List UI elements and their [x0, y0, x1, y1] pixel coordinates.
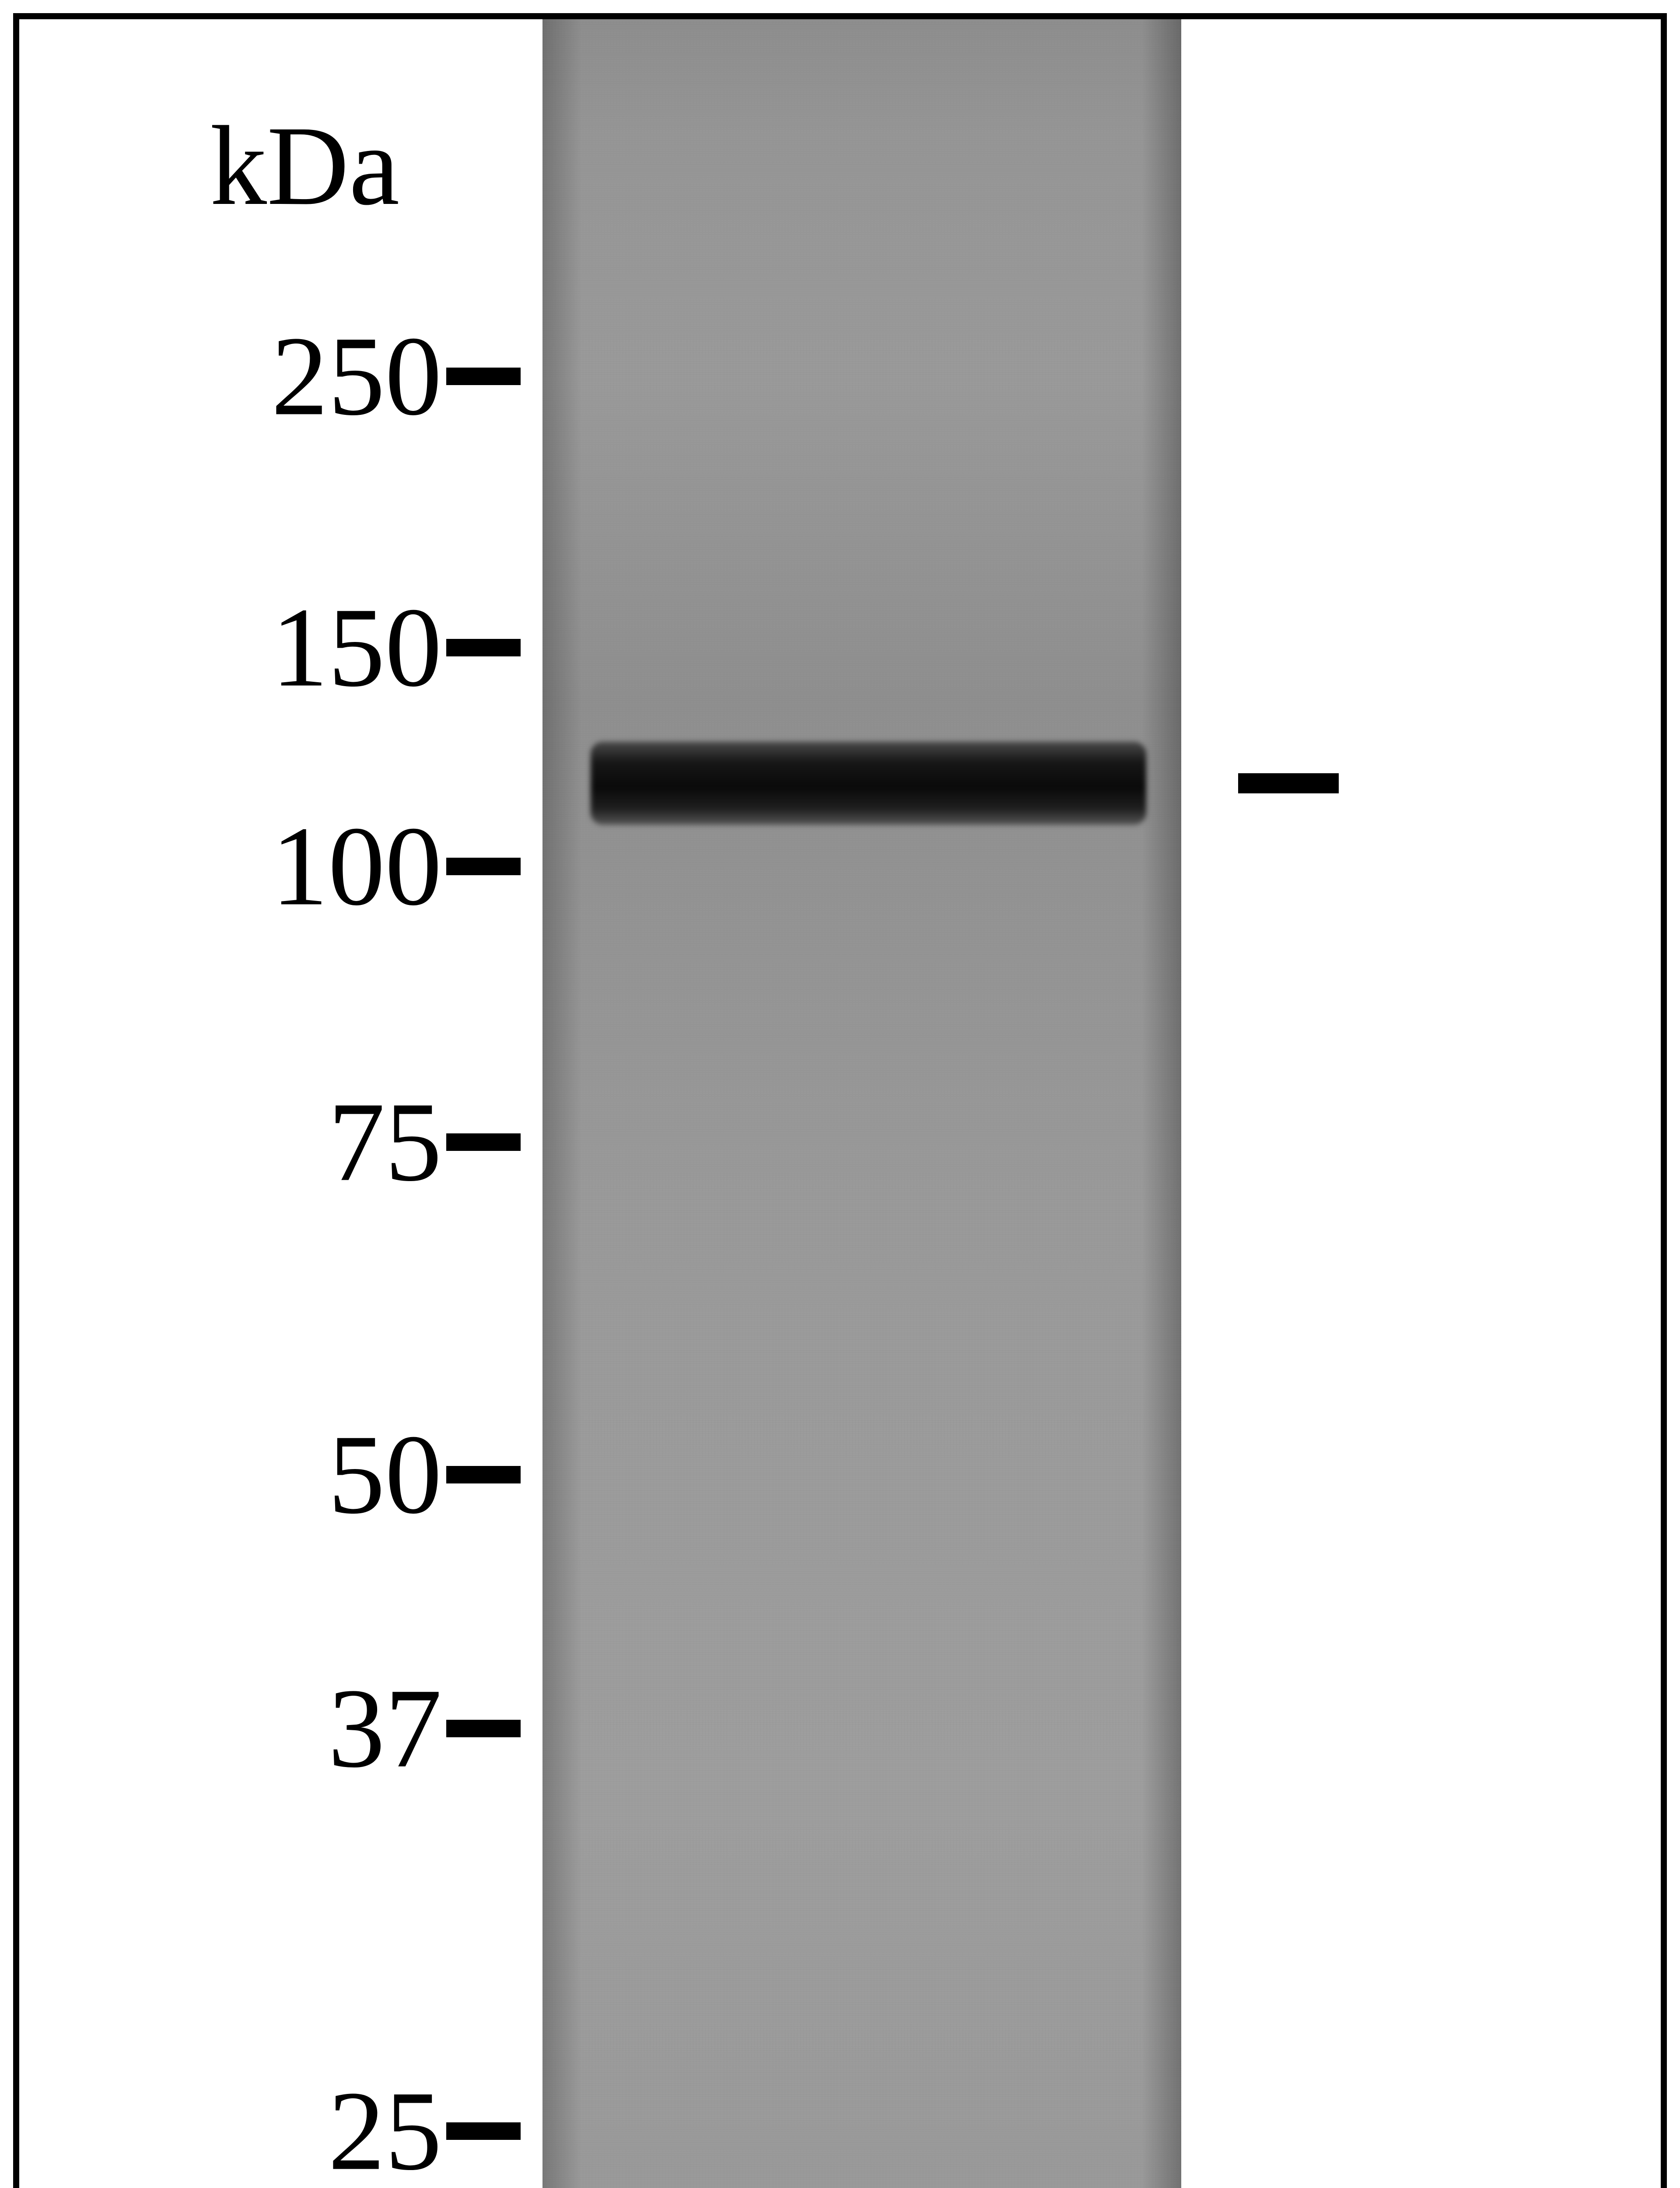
- ladder-tick: [446, 368, 521, 385]
- blot-lane: [542, 19, 1181, 2188]
- ladder-row: 250: [0, 376, 525, 377]
- ladder-label: 75: [328, 1077, 442, 1208]
- western-blot-figure: kDa 250150100755037252015: [0, 0, 1680, 2188]
- ladder-label: 50: [328, 1410, 442, 1540]
- ladder-tick: [446, 1720, 521, 1737]
- ladder-label: 37: [328, 1663, 442, 1794]
- ladder-tick: [446, 639, 521, 656]
- ladder-tick: [446, 1466, 521, 1483]
- unit-label-kda: kDa: [210, 101, 399, 231]
- ladder-row: 100: [0, 866, 525, 867]
- ladder-tick: [446, 2122, 521, 2140]
- ladder-row: 25: [0, 2131, 525, 2132]
- ladder-tick: [446, 1133, 521, 1151]
- blot-lane-texture: [542, 19, 1181, 2188]
- target-band: [591, 742, 1146, 825]
- target-band-arrow: [1238, 773, 1339, 793]
- ladder-row: 75: [0, 1142, 525, 1143]
- ladder-label: 100: [271, 801, 442, 932]
- ladder-label: 250: [271, 311, 442, 442]
- ladder-tick: [446, 858, 521, 875]
- ladder-label: 150: [271, 582, 442, 713]
- ladder-label: 25: [328, 2066, 442, 2188]
